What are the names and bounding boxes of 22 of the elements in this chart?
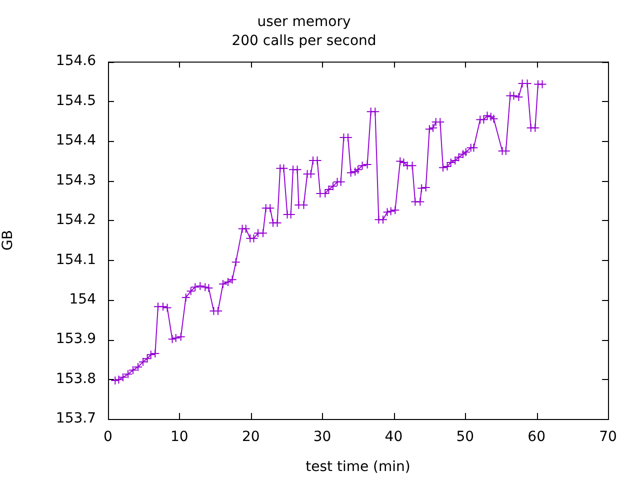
x-axis-title: test time (min): [306, 459, 410, 476]
y-tick-label: 154: [69, 292, 96, 308]
y-tick-label: 154.4: [56, 132, 96, 149]
x-tick-label: 20: [242, 429, 260, 446]
y-tick-label: 154.6: [56, 53, 96, 70]
x-tick-label: 40: [384, 429, 403, 446]
chart-subtitle: 200 calls per second: [232, 32, 376, 49]
y-tick-label: 153.9: [56, 331, 96, 348]
y-tick-label: 154.5: [56, 92, 96, 109]
x-tick-label: 60: [528, 429, 546, 446]
y-axis-title: GB: [0, 230, 16, 251]
y-tick-label: 154.1: [56, 252, 96, 268]
y-tick-label: 153.8: [56, 370, 96, 387]
x-tick-label: 30: [313, 429, 332, 446]
y-tick-label: 154.2: [56, 212, 96, 228]
chart-title: user memory: [257, 14, 351, 30]
y-tick-label: 153.7: [56, 410, 96, 427]
x-tick-label: 0: [104, 429, 112, 446]
x-tick-label: 50: [456, 429, 474, 446]
y-tick-label: 154.3: [56, 172, 96, 188]
x-tick-label: 70: [599, 429, 617, 446]
x-tick-label: 10: [170, 429, 188, 446]
